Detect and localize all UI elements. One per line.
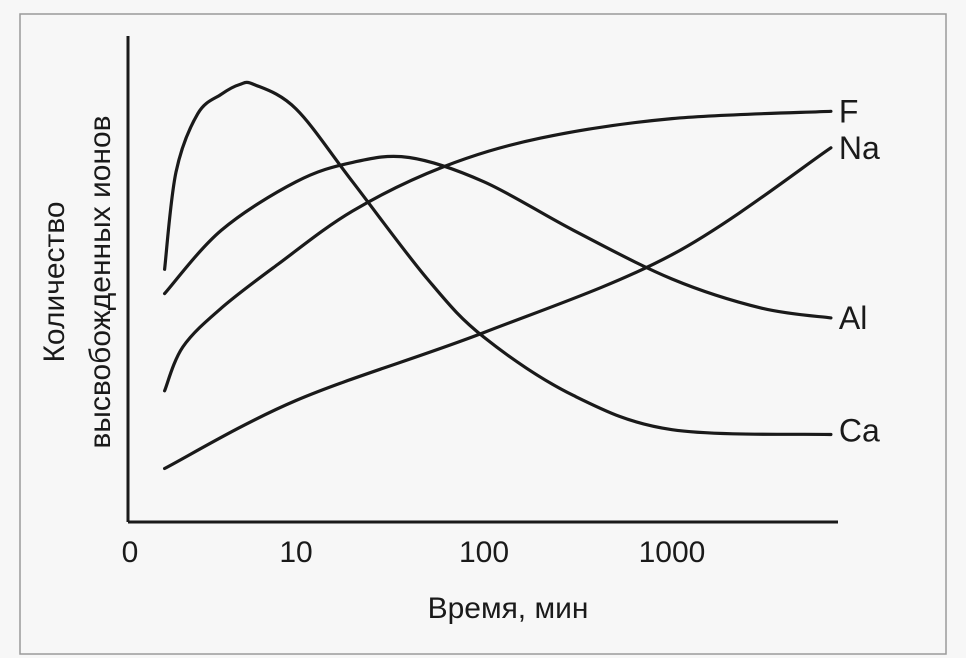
x-tick-label: 1000: [639, 536, 706, 569]
series-line-na: [163, 146, 833, 471]
series-line-f: [163, 109, 833, 393]
x-tick-label: 10: [279, 536, 312, 569]
y-axis-title-line-2: высвобожденных ионов: [84, 115, 117, 448]
x-tick-label: 0: [122, 536, 139, 569]
series-label-al: Al: [839, 300, 867, 336]
series-label-f: F: [839, 93, 859, 129]
x-tick-labels: 0 10 100 1000: [122, 536, 706, 569]
series-line-al: [163, 154, 833, 320]
y-axis-title-line-1: Количество: [38, 201, 71, 362]
x-tick-label: 100: [459, 536, 509, 569]
y-axis-title: Количество высвобожденных ионов: [38, 115, 117, 448]
series-label-na: Na: [839, 130, 880, 166]
x-axis-title: Время, мин: [428, 592, 589, 625]
series-label-ca: Ca: [839, 413, 880, 449]
series-group: FNa Al Ca: [163, 80, 880, 471]
series-line-ca: [163, 80, 833, 437]
